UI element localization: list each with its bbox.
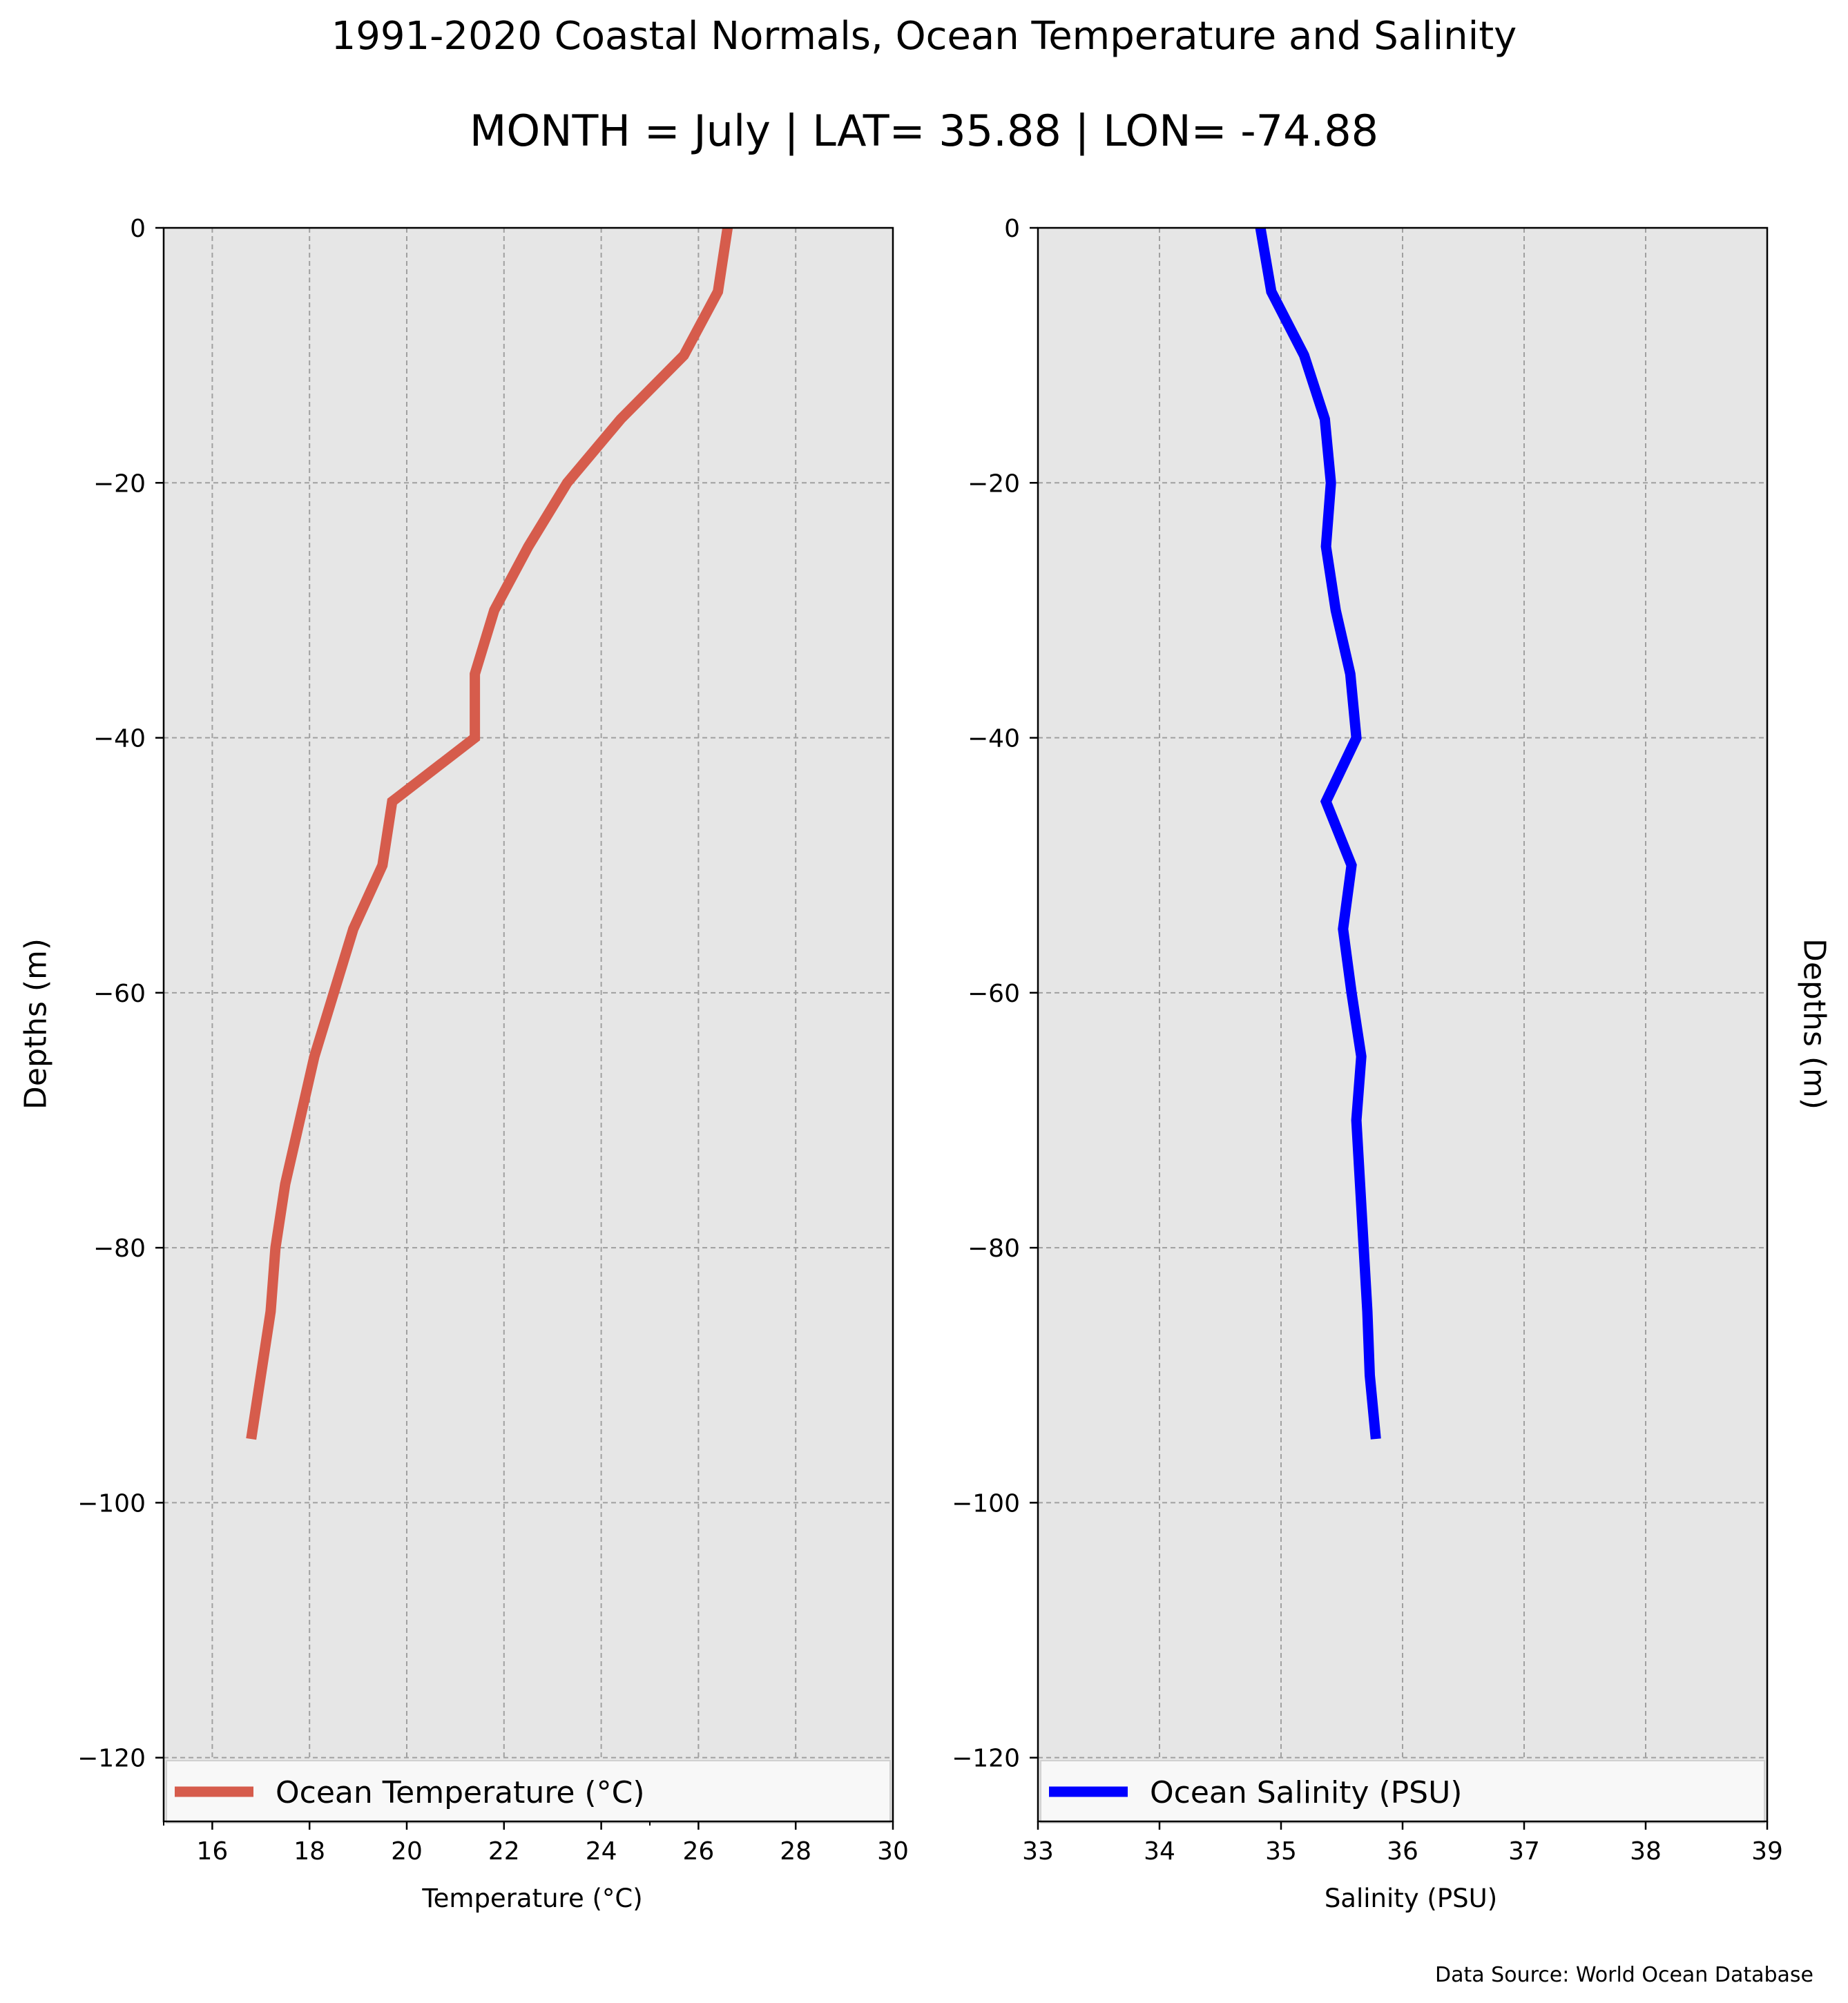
data-source-note: Data Source: World Ocean Database [1435, 1963, 1813, 1987]
temperature-y-tick-label: −100 [77, 1489, 146, 1518]
salinity-x-tick-label: 36 [1387, 1837, 1418, 1866]
temperature-y-tick-label: −40 [93, 725, 146, 753]
salinity-y-tick-label: −60 [968, 980, 1020, 1008]
salinity-y-tick-label: −120 [952, 1745, 1020, 1773]
temperature-y-tick-label: −80 [93, 1235, 146, 1263]
temperature-legend-label: Ocean Temperature (°C) [276, 1775, 645, 1810]
temperature-plot-area [164, 228, 893, 1821]
chart-title: 1991-2020 Coastal Normals, Ocean Tempera… [331, 14, 1517, 59]
salinity-x-tick-label: 34 [1144, 1837, 1175, 1866]
salinity-panel: Ocean Salinity (PSU) 33 34 35 36 37 38 39 0 −20 −4… [952, 215, 1783, 1866]
salinity-legend-label: Ocean Salinity (PSU) [1150, 1775, 1462, 1810]
temperature-x-tick-label: 22 [488, 1837, 520, 1866]
salinity-x-tick-label: 33 [1022, 1837, 1054, 1866]
temperature-panel: Ocean Temperature (°C) 16 18 20 22 24 26 28 30 0 −… [77, 215, 909, 1866]
y-axis-label-left: Depths (m) [18, 938, 54, 1110]
temperature-y-tick-label: 0 [130, 215, 146, 243]
temperature-series-line [246, 226, 733, 1440]
salinity-x-tick-label: 37 [1508, 1837, 1540, 1866]
temperature-x-tick-label: 26 [682, 1837, 714, 1866]
temperature-y-tick-label: −120 [77, 1745, 146, 1773]
temperature-legend-box [166, 1760, 891, 1823]
salinity-x-tick-label: 39 [1751, 1837, 1783, 1866]
salinity-legend-box [1040, 1760, 1765, 1823]
chart-subtitle: MONTH = July | LAT= 35.88 | LON= -74.88 [469, 106, 1379, 156]
salinity-x-tick-label: 35 [1265, 1837, 1297, 1866]
salinity-y-tick-label: −80 [968, 1235, 1020, 1263]
temperature-x-tick-label: 30 [877, 1837, 909, 1866]
x-axis-label-temperature: Temperature (°C) [422, 1884, 643, 1913]
y-axis-label-right: Depths (m) [1796, 938, 1832, 1110]
salinity-y-tick-label: 0 [1004, 215, 1020, 243]
temperature-x-tick-label: 16 [196, 1837, 228, 1866]
temperature-y-tick-label: −20 [93, 470, 146, 498]
salinity-x-tick-label: 38 [1630, 1837, 1662, 1866]
salinity-y-tick-label: −40 [968, 725, 1020, 753]
temperature-y-tick-label: −60 [93, 980, 146, 1008]
salinity-series-line [1255, 226, 1381, 1440]
salinity-y-tick-label: −20 [968, 470, 1020, 498]
temperature-x-tick-label: 28 [780, 1837, 811, 1866]
x-axis-label-salinity: Salinity (PSU) [1324, 1884, 1498, 1913]
temperature-x-tick-label: 24 [586, 1837, 617, 1866]
temperature-x-tick-label: 18 [293, 1837, 325, 1866]
salinity-y-tick-label: −100 [952, 1489, 1020, 1518]
temperature-axes-frame [162, 226, 894, 1823]
temperature-x-tick-label: 20 [391, 1837, 423, 1866]
